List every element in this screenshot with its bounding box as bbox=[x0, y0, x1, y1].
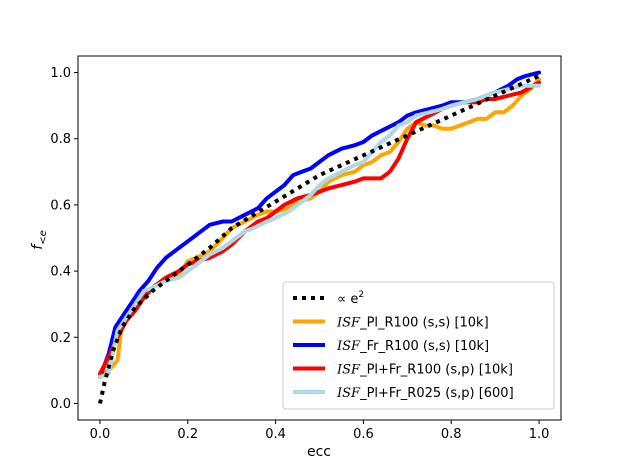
y-tick-label: 0.6 bbox=[50, 198, 71, 213]
series-lines bbox=[98, 70, 541, 404]
x-tick-label: 0.4 bbox=[265, 427, 286, 442]
y-tick-label: 0.8 bbox=[50, 132, 71, 147]
y-tick-label: 1.0 bbox=[50, 66, 71, 81]
series-line-0 bbox=[98, 74, 540, 404]
y-axis-label-main: f bbox=[30, 243, 46, 250]
legend-label-3: ISF_Pl+Fr_R100 (s,p) [10k] bbox=[336, 363, 513, 378]
legend-frame bbox=[282, 281, 555, 410]
legend-label-0: ∝ e2 bbox=[337, 290, 364, 307]
x-axis-label: ecc bbox=[307, 444, 331, 460]
x-tick-label: 0.8 bbox=[441, 427, 462, 442]
axis-ticks: 0.0 0.2 0.4 0.6 0.8 1.0 0.0 0.2 0.4 0.6 0.8 1.0 bbox=[50, 66, 549, 442]
legend: ∝ e2 ISF_Pl_R100 (s,s) [10k] ISF_Fr_R100 (… bbox=[282, 281, 555, 410]
x-tick-label: 1.0 bbox=[529, 427, 550, 442]
y-axis-label-sub: <e bbox=[38, 230, 49, 245]
plot-frame bbox=[77, 55, 562, 421]
x-tick-label: 0.6 bbox=[353, 427, 374, 442]
x-tick-label: 0.0 bbox=[90, 427, 111, 442]
legend-label-2: ISF_Fr_R100 (s,s) [10k] bbox=[336, 339, 489, 354]
y-tick-label: 0.4 bbox=[50, 265, 71, 280]
legend-label-4: ISF_Pl+Fr_R025 (s,p) [600] bbox=[336, 386, 514, 401]
y-tick-label: 0.0 bbox=[50, 397, 71, 412]
y-tick-label: 0.2 bbox=[50, 331, 71, 346]
series-line-4 bbox=[98, 83, 541, 379]
y-axis-label: f<e bbox=[30, 230, 49, 249]
x-tick-label: 0.2 bbox=[177, 427, 198, 442]
legend-label-1: ISF_Pl_R100 (s,s) [10k] bbox=[336, 316, 489, 331]
